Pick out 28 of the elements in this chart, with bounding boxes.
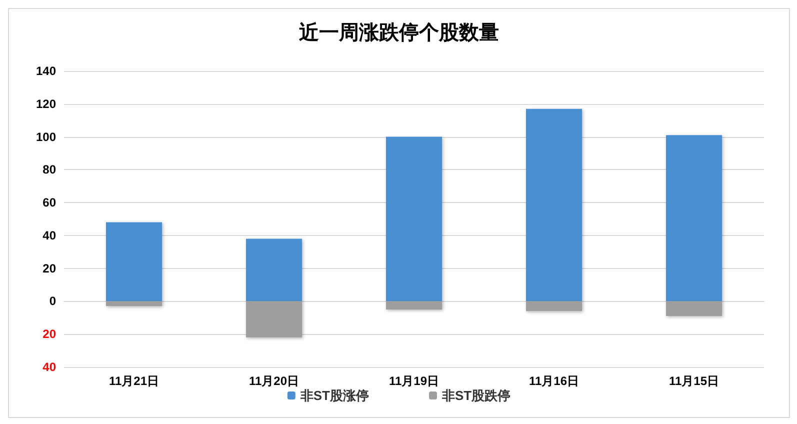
legend-label: 非ST股涨停 [299, 388, 370, 403]
y-tick-label: 80 [42, 162, 56, 177]
y-tick-label: 40 [42, 360, 56, 374]
x-tick-label: 11月16日 [528, 374, 580, 388]
x-tick-label: 11月21日 [108, 374, 160, 388]
y-tick-label: 0 [49, 294, 56, 308]
y-tick-label: 120 [36, 96, 56, 111]
x-tick-label: 11月20日 [248, 374, 300, 388]
bar [386, 301, 442, 310]
bar [386, 136, 442, 302]
bar [106, 222, 162, 302]
bar [666, 301, 722, 316]
y-tick-label: 40 [42, 228, 56, 242]
legend-label: 非ST股跌停 [441, 388, 511, 403]
y-tick-label: 20 [42, 261, 56, 276]
bar [526, 301, 582, 312]
x-tick-label: 11月19日 [388, 374, 440, 388]
bar [106, 301, 162, 306]
bar [246, 301, 302, 338]
chart-title: 近一周涨跌停个股数量 [298, 20, 499, 44]
bar [246, 238, 302, 302]
y-tick-label: 60 [42, 196, 56, 210]
y-tick-label: 100 [36, 130, 56, 144]
y-tick-label: 140 [36, 64, 56, 78]
bar [666, 135, 722, 302]
x-tick-label: 11月15日 [668, 374, 720, 388]
bar [526, 108, 582, 302]
y-tick-label: 20 [42, 327, 56, 342]
